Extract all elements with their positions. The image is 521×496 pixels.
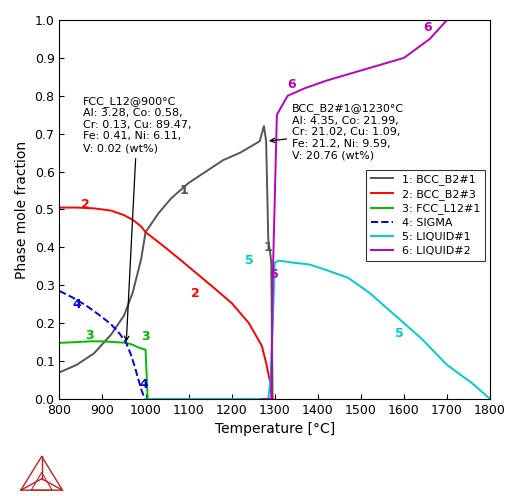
X-axis label: Temperature [°C]: Temperature [°C] [215,423,335,436]
Text: 4: 4 [72,298,81,311]
Text: 1: 1 [264,241,272,254]
Y-axis label: Phase mole fraction: Phase mole fraction [15,140,29,279]
Text: 6: 6 [269,268,278,281]
Text: 3: 3 [141,330,150,343]
Text: 2: 2 [191,287,200,300]
Text: 3: 3 [85,329,94,342]
Text: 6: 6 [288,78,296,91]
Text: 4: 4 [139,377,148,390]
Text: 5: 5 [395,327,404,340]
Text: 6: 6 [423,21,432,34]
Text: FCC_L12@900°C
Al: 3.28, Co: 0.58,
Cr: 0.13, Cu: 89.47,
Fe: 0.41, Ni: 6.11,
V: 0.: FCC_L12@900°C Al: 3.28, Co: 0.58, Cr: 0.… [83,96,192,341]
Text: BCC_B2#1@1230°C
Al: 4.35, Co: 21.99,
Cr: 21.02, Cu: 1.09,
Fe: 21.2, Ni: 9.59,
V:: BCC_B2#1@1230°C Al: 4.35, Co: 21.99, Cr:… [270,103,404,161]
Text: 1: 1 [180,185,189,197]
Legend: 1: BCC_B2#1, 2: BCC_B2#3, 3: FCC_L12#1, 4: SIGMA, 5: LIQUID#1, 6: LIQUID#2: 1: BCC_B2#1, 2: BCC_B2#3, 3: FCC_L12#1, … [366,170,485,260]
Text: 2: 2 [81,197,90,211]
Text: 5: 5 [244,254,253,267]
